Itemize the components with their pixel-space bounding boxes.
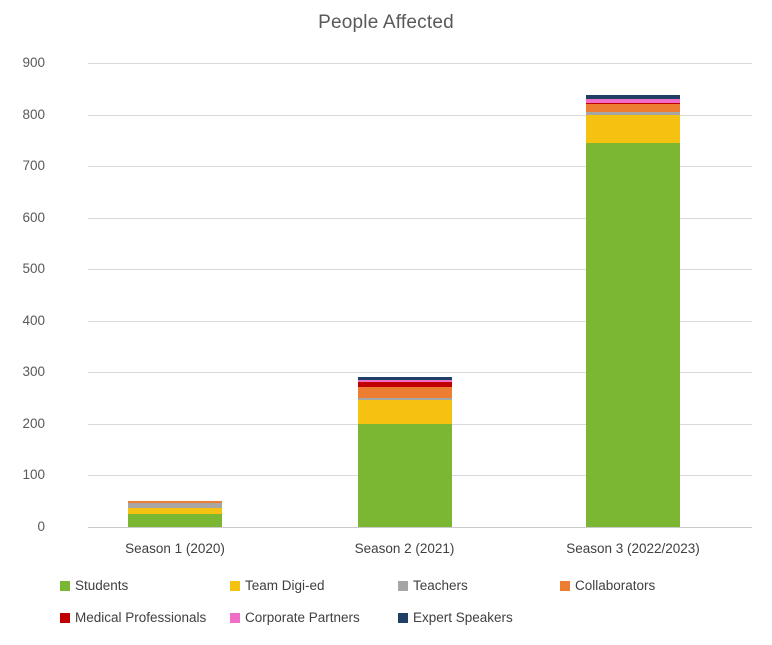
bar-season-1-2020 — [128, 63, 222, 527]
legend-item-students: Students — [60, 578, 128, 593]
legend-label-collaborators: Collaborators — [575, 578, 656, 593]
bar-segment-collaborators — [128, 500, 222, 504]
legend-label-medical-professionals: Medical Professionals — [75, 610, 207, 625]
bar-segment-teachers — [586, 111, 680, 115]
gridline-400 — [88, 320, 752, 322]
bar-segment-expert-speakers — [357, 377, 452, 380]
gridline-700 — [88, 166, 752, 167]
bar-segment-team-digi-ed — [586, 114, 680, 143]
bar-segment-collaborators — [357, 387, 452, 398]
bar-segment-corporate-partners — [357, 379, 452, 383]
legend-item-corporate-partners: Corporate Partners — [230, 610, 360, 625]
y-tick-label-800: 800 — [22, 106, 45, 122]
legend-swatch-collaborators — [560, 580, 570, 591]
legend-swatch-team-digi-ed — [230, 580, 240, 591]
legend-item-teachers: Teachers — [398, 578, 468, 593]
bar-segment-collaborators — [586, 104, 680, 112]
gridline-900 — [88, 63, 752, 64]
bar-segment-medical-professionals — [357, 382, 452, 388]
chart-title: People Affected — [318, 12, 454, 33]
bar-segment-medical-professionals — [586, 102, 680, 105]
gridline-300 — [88, 372, 752, 373]
y-tick-label-500: 500 — [22, 261, 45, 276]
x-axis-label-season-2-2021: Season 2 (2021) — [354, 541, 455, 556]
y-tick-label-0: 0 — [37, 518, 45, 534]
gridline-0 — [88, 526, 752, 528]
bar-season-3-2022-2023 — [586, 63, 680, 527]
legend-swatch-students — [60, 580, 70, 591]
y-tick-label-100: 100 — [22, 467, 45, 482]
y-tick-label-700: 700 — [22, 158, 45, 173]
x-axis-label-season-1-2020: Season 1 (2020) — [125, 541, 225, 556]
x-axis-label-season-3-2022-2023: Season 3 (2022/2023) — [566, 541, 700, 556]
legend-swatch-medical-professionals — [60, 612, 70, 623]
bar-segment-students — [586, 142, 680, 527]
bar-segment-expert-speakers — [586, 95, 680, 100]
bar-season-2-2021 — [357, 63, 452, 527]
legend-swatch-corporate-partners — [230, 612, 240, 623]
legend-label-team-digi-ed: Team Digi-ed — [245, 578, 325, 593]
legend-swatch-expert-speakers — [398, 612, 408, 623]
bar-segment-students — [357, 423, 452, 527]
legend-item-expert-speakers: Expert Speakers — [398, 610, 513, 625]
legend-swatch-teachers — [398, 580, 408, 591]
y-tick-label-300: 300 — [22, 364, 45, 379]
legend-item-medical-professionals: Medical Professionals — [60, 610, 206, 625]
bar-segment-teachers — [357, 397, 452, 401]
bar-segment-students — [128, 513, 222, 527]
gridline-800 — [88, 114, 752, 116]
y-tick-label-600: 600 — [22, 209, 45, 225]
legend-item-team-digi-ed: Team Digi-ed — [230, 578, 325, 593]
gridline-600 — [88, 217, 752, 219]
legend-label-expert-speakers: Expert Speakers — [413, 610, 513, 625]
y-tick-label-900: 900 — [22, 55, 45, 70]
bar-segment-team-digi-ed — [128, 508, 222, 514]
legend-label-teachers: Teachers — [413, 578, 468, 593]
legend-label-corporate-partners: Corporate Partners — [245, 610, 360, 625]
bar-segment-corporate-partners — [586, 99, 680, 103]
bar-segment-teachers — [128, 503, 222, 509]
gridline-500 — [88, 269, 752, 270]
y-tick-label-200: 200 — [22, 415, 45, 431]
bar-segment-team-digi-ed — [357, 400, 452, 424]
legend-label-students: Students — [75, 578, 129, 593]
legend-item-collaborators: Collaborators — [560, 578, 655, 593]
y-tick-label-400: 400 — [22, 312, 45, 328]
